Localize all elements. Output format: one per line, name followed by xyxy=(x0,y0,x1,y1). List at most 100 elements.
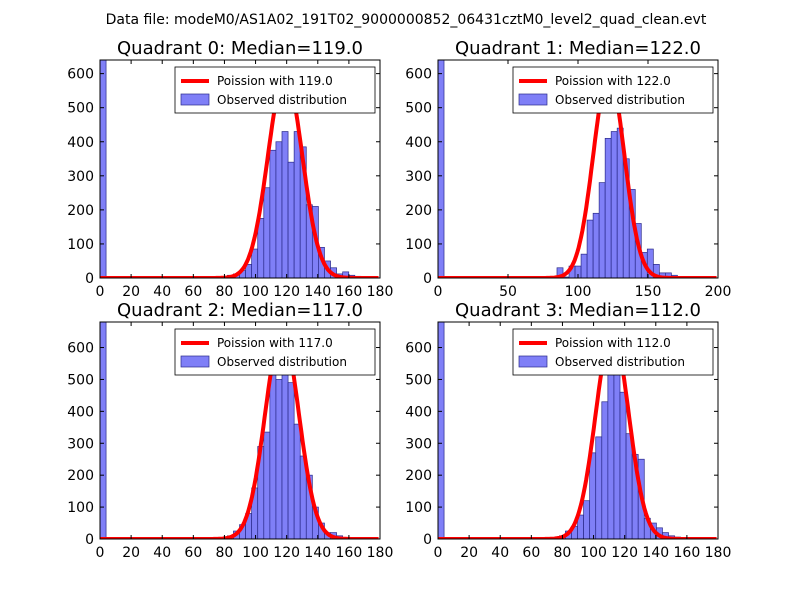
x-tick-label: 100 xyxy=(580,545,607,561)
x-tick-label: 200 xyxy=(705,284,732,300)
histogram-bar xyxy=(100,60,107,278)
legend: Poission with 119.0 Observed distribution xyxy=(174,66,376,114)
histogram-bar xyxy=(652,264,660,278)
axes-frame xyxy=(99,59,381,279)
histogram-bar xyxy=(281,131,289,278)
poisson-fit-line xyxy=(100,71,380,278)
histogram-bar xyxy=(592,212,600,278)
legend-label-observed: Observed distribution xyxy=(555,355,685,369)
histogram-bar xyxy=(263,187,271,278)
histogram-bar xyxy=(287,382,295,539)
y-tick-label: 600 xyxy=(405,67,432,83)
y-tick-label: 200 xyxy=(67,468,94,484)
subplot-title: Quadrant 3: Median=112.0 xyxy=(455,300,701,321)
histogram-bar xyxy=(580,253,588,278)
y-tick-label: 400 xyxy=(405,135,432,151)
y-tick-label: 200 xyxy=(405,468,432,484)
histogram-bar xyxy=(613,359,621,539)
y-tick-label: 200 xyxy=(405,203,432,219)
histogram-bar xyxy=(293,131,301,278)
x-tick-label: 20 xyxy=(460,545,478,561)
histogram-bar xyxy=(269,149,277,278)
x-tick-label: 80 xyxy=(554,545,572,561)
x-tick-label: 40 xyxy=(491,545,509,561)
histogram-bar xyxy=(438,322,445,539)
axes-frame xyxy=(99,321,381,540)
subplot-grid: Quadrant 0: Median=119.00 20 40 60 80 100 120 1… xyxy=(67,38,731,561)
y-tick-label: 0 xyxy=(423,532,432,548)
x-tick-label: 40 xyxy=(153,545,171,561)
legend-bar-swatch xyxy=(518,355,548,368)
y-tick-label: 500 xyxy=(67,372,94,388)
x-tick-label: 120 xyxy=(273,284,300,300)
y-tick-label: 500 xyxy=(67,101,94,117)
y-tick-label: 400 xyxy=(405,404,432,420)
x-tick-label: 120 xyxy=(273,545,300,561)
y-tick-label: 500 xyxy=(405,101,432,117)
legend-label-observed: Observed distribution xyxy=(217,355,347,369)
x-tick-label: 0 xyxy=(434,284,443,300)
y-tick-label: 300 xyxy=(67,169,94,185)
histogram-bar xyxy=(607,366,615,539)
x-tick-label: 120 xyxy=(611,545,638,561)
subplot-title: Quadrant 1: Median=122.0 xyxy=(455,38,701,59)
subplot-quadrant-3: Quadrant 3: Median=112.0 0 20 40 60 80 100 120 1… xyxy=(405,300,731,561)
x-tick-label: 160 xyxy=(336,545,363,561)
x-tick-label: 20 xyxy=(122,545,140,561)
legend-label-fit: Poission with 117.0 xyxy=(217,336,333,350)
legend-label-observed: Observed distribution xyxy=(555,93,685,107)
histogram-bar xyxy=(646,248,654,278)
x-tick-label: 140 xyxy=(304,545,331,561)
legend-label-observed: Observed distribution xyxy=(217,93,347,107)
legend-label-fit: Poission with 122.0 xyxy=(555,74,671,88)
legend: Poission with 117.0 Observed distribution xyxy=(174,328,376,376)
y-tick-label: 300 xyxy=(405,436,432,452)
histogram-bar xyxy=(595,436,603,539)
y-tick-label: 100 xyxy=(405,237,432,253)
x-tick-label: 0 xyxy=(434,545,443,561)
y-tick-label: 600 xyxy=(405,341,432,357)
legend-bar-swatch xyxy=(180,93,210,106)
histogram-bar xyxy=(287,161,295,278)
x-tick-label: 150 xyxy=(635,284,662,300)
histogram-bar xyxy=(601,401,609,539)
histogram-bar xyxy=(281,350,289,539)
x-tick-label: 0 xyxy=(96,284,105,300)
legend-label-fit: Poission with 119.0 xyxy=(217,74,333,88)
y-tick-label: 600 xyxy=(67,67,94,83)
y-tick-label: 400 xyxy=(67,404,94,420)
x-tick-label: 160 xyxy=(336,284,363,300)
y-tick-label: 400 xyxy=(67,135,94,151)
y-tick-label: 200 xyxy=(67,203,94,219)
subplot-quadrant-2: Quadrant 2: Median=117.00 20 40 60 80 100 120 1… xyxy=(67,300,393,561)
x-tick-label: 180 xyxy=(705,545,732,561)
x-tick-label: 60 xyxy=(184,545,202,561)
histogram-bar xyxy=(604,137,612,278)
x-tick-label: 60 xyxy=(522,545,540,561)
x-tick-label: 80 xyxy=(216,545,234,561)
x-tick-label: 100 xyxy=(242,284,269,300)
y-tick-label: 100 xyxy=(67,500,94,516)
y-tick-label: 0 xyxy=(423,271,432,287)
histogram-bar xyxy=(586,219,594,278)
histogram-bar xyxy=(293,423,301,539)
y-tick-label: 0 xyxy=(85,271,94,287)
histogram-bar xyxy=(438,60,445,278)
x-tick-label: 160 xyxy=(674,545,701,561)
histogram-bars xyxy=(438,322,688,539)
y-tick-label: 500 xyxy=(405,372,432,388)
y-tick-label: 0 xyxy=(85,532,94,548)
y-tick-label: 300 xyxy=(67,436,94,452)
axes-frame xyxy=(437,321,719,540)
x-tick-label: 180 xyxy=(367,284,394,300)
legend: Poission with 112.0 Observed distribution xyxy=(512,328,714,376)
histogram-bar xyxy=(610,131,618,278)
histogram-bar xyxy=(269,372,277,539)
x-tick-label: 100 xyxy=(565,284,592,300)
y-tick-label: 100 xyxy=(67,237,94,253)
y-tick-label: 600 xyxy=(67,341,94,357)
legend-label-fit: Poission with 112.0 xyxy=(555,336,671,350)
legend: Poission with 122.0 Observed distribution xyxy=(512,66,714,114)
subplot-title: Quadrant 0: Median=119.0 xyxy=(117,38,363,59)
